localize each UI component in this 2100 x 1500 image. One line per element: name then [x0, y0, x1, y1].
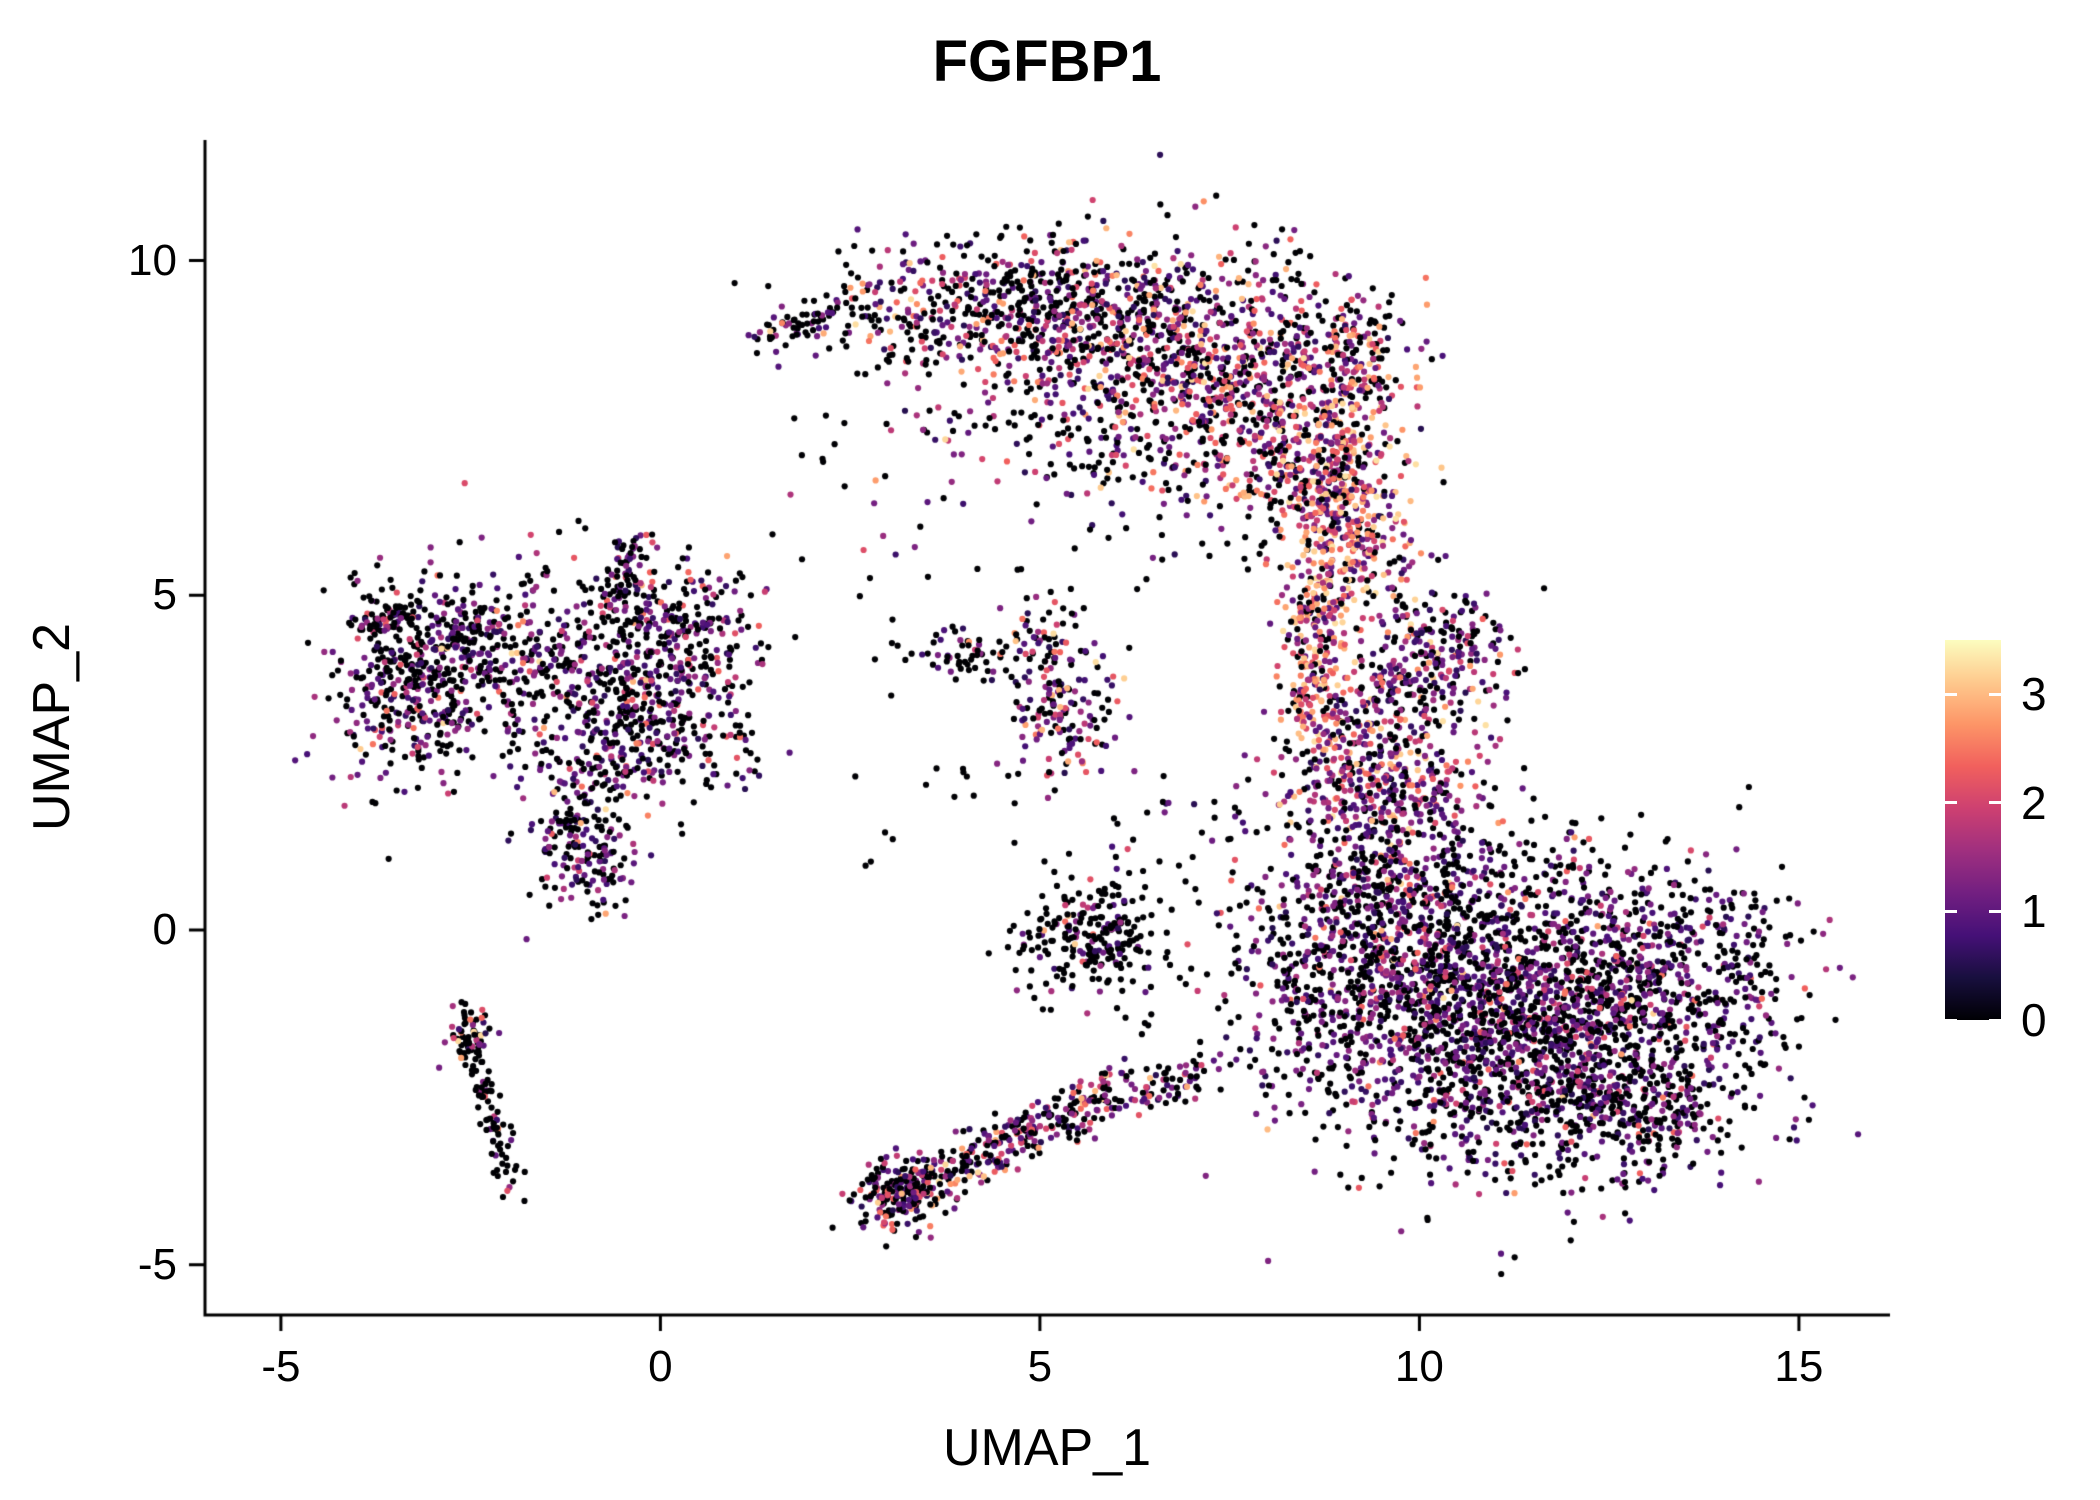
colorbar-tick-mark — [1989, 692, 2001, 696]
plot-title: FGFBP1 — [932, 29, 1162, 94]
colorbar-tick-label: 1 — [2021, 885, 2047, 938]
colorbar-gradient — [1945, 640, 2001, 1022]
colorbar-tick-mark — [1945, 692, 1957, 696]
x-tick-label: 10 — [1394, 1342, 1444, 1391]
x-tick-label: 0 — [648, 1342, 673, 1391]
colorbar-tick-mark — [1945, 909, 1957, 913]
colorbar-tick-mark — [1945, 801, 1957, 805]
x-tick-label: 15 — [1774, 1342, 1824, 1391]
colorbar-tick-label: 3 — [2021, 668, 2047, 721]
y-tick-label: -5 — [137, 1239, 177, 1289]
colorbar-tick-mark — [1989, 801, 2001, 805]
y-tick-label: 0 — [152, 905, 177, 955]
colorbar-tick-label: 0 — [2021, 994, 2047, 1046]
colorbar-tick-label: 2 — [2021, 776, 2047, 829]
x-tick-label: 5 — [1027, 1342, 1053, 1391]
colorbar-tick-mark — [1989, 1018, 2001, 1022]
y-tick-label: 10 — [128, 235, 177, 285]
colorbar-tick-mark — [1945, 1018, 1957, 1022]
y-axis-label: UMAP_2 — [23, 622, 81, 832]
x-axis-label: UMAP_1 — [942, 1419, 1152, 1477]
x-tick-label: -5 — [261, 1342, 301, 1391]
colorbar-tick-mark — [1989, 909, 2001, 913]
y-tick-label: 5 — [152, 570, 177, 620]
